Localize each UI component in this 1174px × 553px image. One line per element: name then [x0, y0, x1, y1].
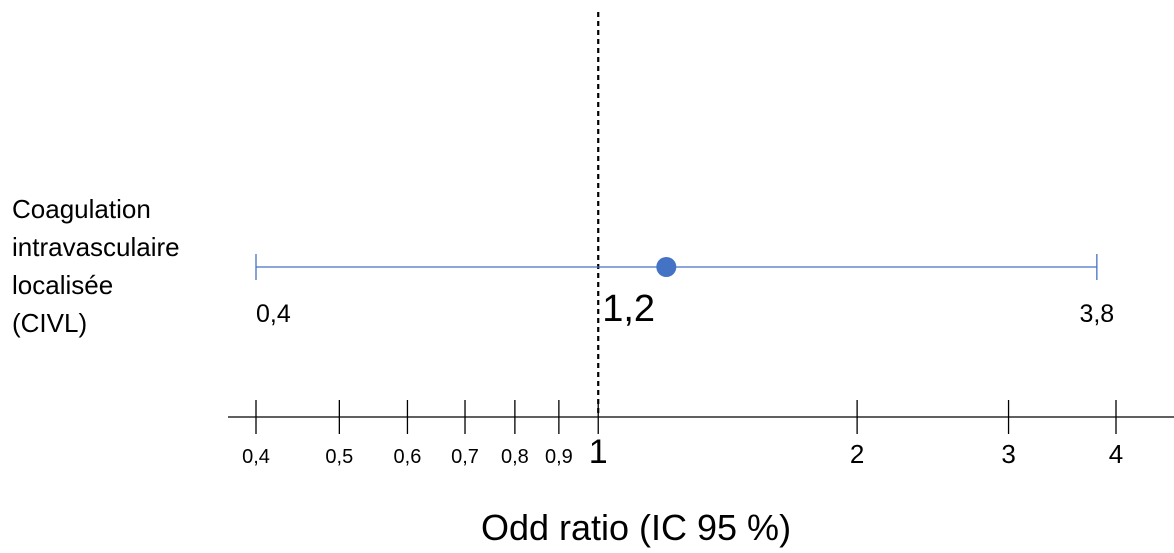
x-tick-label: 0,5 — [325, 446, 353, 468]
x-tick-label: 0,8 — [501, 446, 529, 468]
row-label-line-3: localisée — [12, 270, 114, 300]
estimate-label: 1,2 — [602, 288, 655, 330]
x-axis-title: Odd ratio (IC 95 %) — [481, 507, 791, 548]
ci-lower-label: 0,4 — [256, 300, 291, 328]
row-label-line-2: intravasculaire — [12, 232, 180, 262]
x-tick-label: 1 — [589, 433, 608, 471]
x-tick-label: 0,9 — [545, 446, 573, 468]
row-label: Coagulation intravasculaire localisée (C… — [12, 190, 242, 342]
x-tick-label: 0,7 — [451, 446, 479, 468]
point-estimate — [656, 257, 677, 277]
x-tick-label: 0,6 — [394, 446, 422, 468]
x-tick-label: 2 — [850, 439, 864, 469]
row-label-line-1: Coagulation — [12, 194, 151, 224]
row-label-line-4: (CIVL) — [12, 308, 88, 338]
x-tick-label: 4 — [1109, 439, 1123, 469]
x-tick-label: 0,4 — [242, 446, 270, 468]
x-tick-label: 3 — [1001, 439, 1015, 469]
ci-upper-label: 3,8 — [1079, 300, 1114, 328]
